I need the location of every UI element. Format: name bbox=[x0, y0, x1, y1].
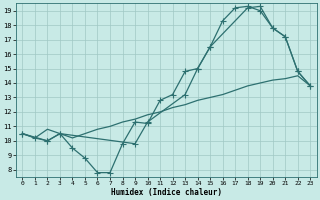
X-axis label: Humidex (Indice chaleur): Humidex (Indice chaleur) bbox=[111, 188, 222, 197]
